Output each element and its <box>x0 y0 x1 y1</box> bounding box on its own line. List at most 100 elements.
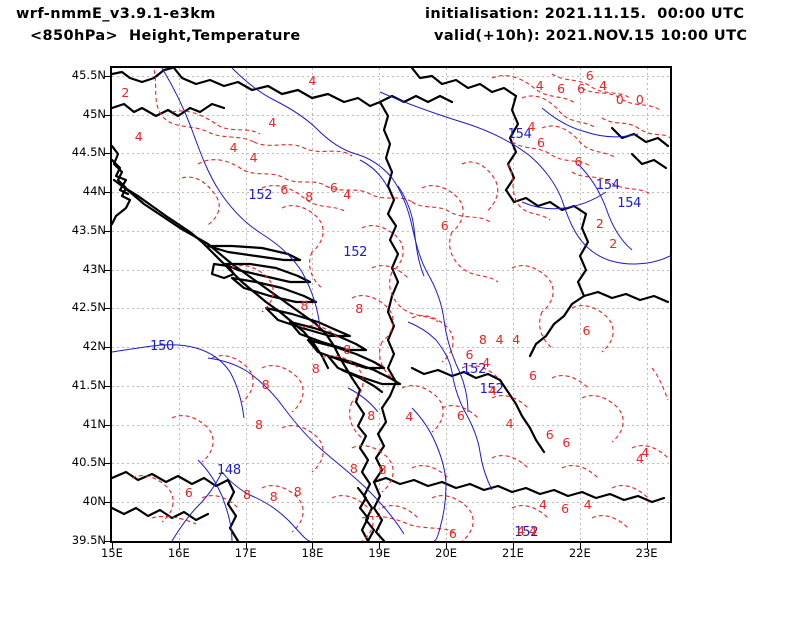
temperature-contour-label: 8 <box>367 407 376 423</box>
temperature-contour-label: 6 <box>557 80 566 96</box>
y-axis-tick-mark <box>104 308 110 309</box>
level-field-title: <850hPa> Height,Temperature <box>30 28 301 44</box>
temperature-contour-label: 4 <box>539 497 547 513</box>
y-axis-tick-mark <box>104 153 110 154</box>
x-axis-tick-mark <box>580 543 581 549</box>
temperature-contour-label: 4 <box>268 114 277 130</box>
temperature-contour-label: 6 <box>529 367 537 383</box>
temperature-contour-label: 4 <box>495 331 504 347</box>
temperature-contour-label: 4 <box>635 450 644 466</box>
temperature-contour-label: 2 <box>609 235 618 251</box>
y-axis-tick-label: 43N <box>82 261 106 276</box>
temperature-contour-label: 6 <box>577 80 586 96</box>
temperature-contour-label: 4 <box>535 78 544 94</box>
y-axis-tick-mark <box>104 231 110 232</box>
temperature-contour-label: 8 <box>242 487 251 503</box>
y-axis-tick-label: 42N <box>82 339 106 354</box>
map-gridlines <box>112 68 670 541</box>
height-contour-label: 152 <box>343 245 368 261</box>
temperature-contour-label: 6 <box>456 407 465 423</box>
x-axis-tick-label: 22E <box>568 546 591 560</box>
temperature-contour-label: 4 <box>641 445 650 461</box>
y-axis-tick-label: 41N <box>82 416 106 431</box>
height-contour-label: 154 <box>595 177 620 193</box>
temperature-contour-label: 6 <box>329 179 338 195</box>
y-axis-tick-label: 44N <box>82 184 106 199</box>
temperature-contour-label: 8 <box>255 417 263 433</box>
x-axis-tick-mark <box>513 543 514 549</box>
height-contour-label: 150 <box>150 339 175 355</box>
temperature-contour-label: 2 <box>595 215 604 231</box>
x-axis-tick-mark <box>112 543 113 549</box>
temperature-contour-label: 4 <box>599 78 608 94</box>
temperature-contour-label: 6 <box>184 485 193 501</box>
x-axis-tick-label: 17E <box>234 546 257 560</box>
height-contour-label: 152 <box>462 362 487 378</box>
height-contour-label: 152 <box>248 187 273 203</box>
temperature-contour-label: 4 <box>529 522 537 538</box>
y-axis-tick-mark <box>104 115 110 116</box>
temperature-contour-label: 2 <box>121 84 130 100</box>
height-contour-label: 154 <box>617 195 642 211</box>
temperature-contour-label: 8 <box>349 460 358 476</box>
y-axis-tick-label: 41.5N <box>71 377 106 392</box>
height-contour-label: 154 <box>507 126 532 142</box>
temperature-contour-label: 8 <box>478 331 487 347</box>
height-contour-layer <box>112 68 670 541</box>
x-axis-longitude: 15E 16E 17E 18E 19E 20E 21E 22E 23E <box>0 546 800 566</box>
height-contour-label: 152 <box>479 381 504 397</box>
x-axis-tick-label: 20E <box>435 546 458 560</box>
y-axis-tick-label: 40N <box>82 494 106 509</box>
temperature-contour-label: 4 <box>308 72 317 88</box>
y-axis-tick-mark <box>104 270 110 271</box>
x-axis-tick-label: 21E <box>502 546 524 560</box>
y-axis-tick-label: 45.5N <box>71 67 106 82</box>
valid-time: valid(+10h): 2021.NOV.15 10:00 UTC <box>434 28 748 44</box>
y-axis-tick-label: 44.5N <box>71 145 106 160</box>
temperature-contour-label: 8 <box>293 483 302 499</box>
y-axis-tick-mark <box>104 76 110 77</box>
y-axis-tick-mark <box>104 386 110 387</box>
temperature-contour-label: 4 <box>527 119 536 135</box>
temperature-contour-label: 6 <box>537 134 545 150</box>
y-axis-tick-mark <box>104 425 110 426</box>
temperature-contour-label: 4 <box>343 186 352 202</box>
x-axis-tick-label: 23E <box>635 546 658 560</box>
temperature-contour-label: 4 <box>583 497 592 513</box>
x-axis-tick-mark <box>446 543 447 549</box>
temperature-contour-label: 6 <box>440 217 449 233</box>
temperature-contour-label: 8 <box>378 462 387 478</box>
y-axis-latitude: 45.5N 45N 44.5N 44N 43.5N 43N 42.5N 42N 41.5N 41N… <box>36 0 106 618</box>
y-axis-tick-mark <box>104 347 110 348</box>
temperature-contour-label: 4 <box>505 415 514 431</box>
x-axis-tick-label: 15E <box>101 546 123 560</box>
y-axis-tick-label: 43.5N <box>71 222 106 237</box>
temperature-contour-layer <box>131 69 670 541</box>
y-axis-tick-label: 40.5N <box>71 455 106 470</box>
x-axis-tick-mark <box>647 543 648 549</box>
temperature-contour-label: 6 <box>562 435 571 451</box>
temperature-contour-label: 6 <box>561 500 570 516</box>
height-contour-label: 152 <box>514 525 539 541</box>
y-axis-tick-label: 45N <box>82 106 106 121</box>
temperature-contour-label: 8 <box>311 361 320 377</box>
temperature-contour-label: 8 <box>355 300 364 316</box>
y-axis-tick-mark <box>104 541 110 542</box>
initialisation-time: initialisation: 2021.11.15. 00:00 UTC <box>425 6 745 22</box>
temperature-contour-label: 4 <box>512 331 521 347</box>
temperature-contour-label: 6 <box>448 525 457 541</box>
y-axis-tick-mark <box>104 463 110 464</box>
temperature-contour-label: 8 <box>261 376 270 392</box>
x-axis-tick-mark <box>246 543 247 549</box>
model-title: wrf-nmmE_v3.9.1-e3km <box>16 6 216 22</box>
temperature-contour-label: 8 <box>343 342 352 358</box>
temperature-contour-label: 6 <box>280 181 289 197</box>
temperature-contour-label: 4 <box>229 140 238 156</box>
temperature-contour-label: 6 <box>585 68 594 84</box>
temperature-contour-label: 6 <box>582 322 591 338</box>
temperature-contour-label: 4 <box>488 383 497 399</box>
x-axis-tick-label: 18E <box>301 546 324 560</box>
temperature-contour-label: 0 <box>615 91 624 107</box>
temperature-contour-label: 6 <box>465 347 474 363</box>
temperature-contour-label: 4 <box>249 150 258 166</box>
